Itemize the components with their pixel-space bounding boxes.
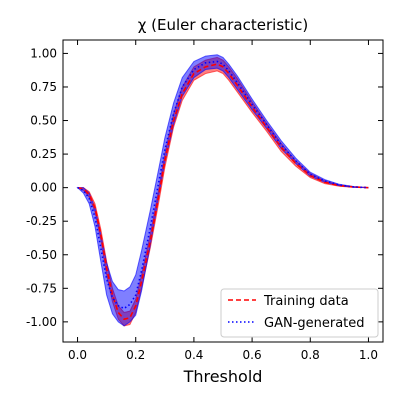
y-tick-label: 0.25 <box>30 147 57 161</box>
band-gan <box>76 54 369 327</box>
x-tick-label: 0.8 <box>301 348 320 362</box>
x-tick-label: 0.6 <box>243 348 262 362</box>
legend-box <box>220 288 379 338</box>
plot-frame <box>62 39 384 343</box>
legend: Training data GAN-generated <box>220 288 379 338</box>
series-line-gan <box>77 60 369 310</box>
legend-label-gan: GAN-generated <box>264 316 365 331</box>
legend-label-training: Training data <box>263 294 349 309</box>
chart-title: χ (Euler characteristic) <box>138 16 309 34</box>
y-tick-label: 1.00 <box>30 46 57 60</box>
uncertainty-bands <box>76 54 369 327</box>
y-tick-label: -0.50 <box>26 248 57 262</box>
x-axis-label: Threshold <box>183 367 263 386</box>
y-tick-label: -0.25 <box>26 214 57 228</box>
x-axis-ticks: 0.0 0.2 0.4 0.6 0.8 1.0 <box>68 40 378 362</box>
y-tick-label: -0.75 <box>26 281 57 295</box>
y-tick-label: -1.00 <box>26 315 57 329</box>
x-tick-label: 0.4 <box>184 348 203 362</box>
x-tick-label: 1.0 <box>359 348 378 362</box>
x-tick-label: 0.0 <box>68 348 87 362</box>
y-tick-label: 0.00 <box>30 181 57 195</box>
band-training <box>77 56 369 327</box>
y-axis-ticks: -1.00 -0.75 -0.50 -0.25 0.00 0.25 0.50 0.75 1.00 <box>26 46 383 329</box>
x-tick-label: 0.2 <box>126 348 145 362</box>
y-tick-label: 0.75 <box>30 80 57 94</box>
series-lines <box>77 60 369 321</box>
y-tick-label: 0.50 <box>30 114 57 128</box>
series-line-training <box>77 63 369 321</box>
